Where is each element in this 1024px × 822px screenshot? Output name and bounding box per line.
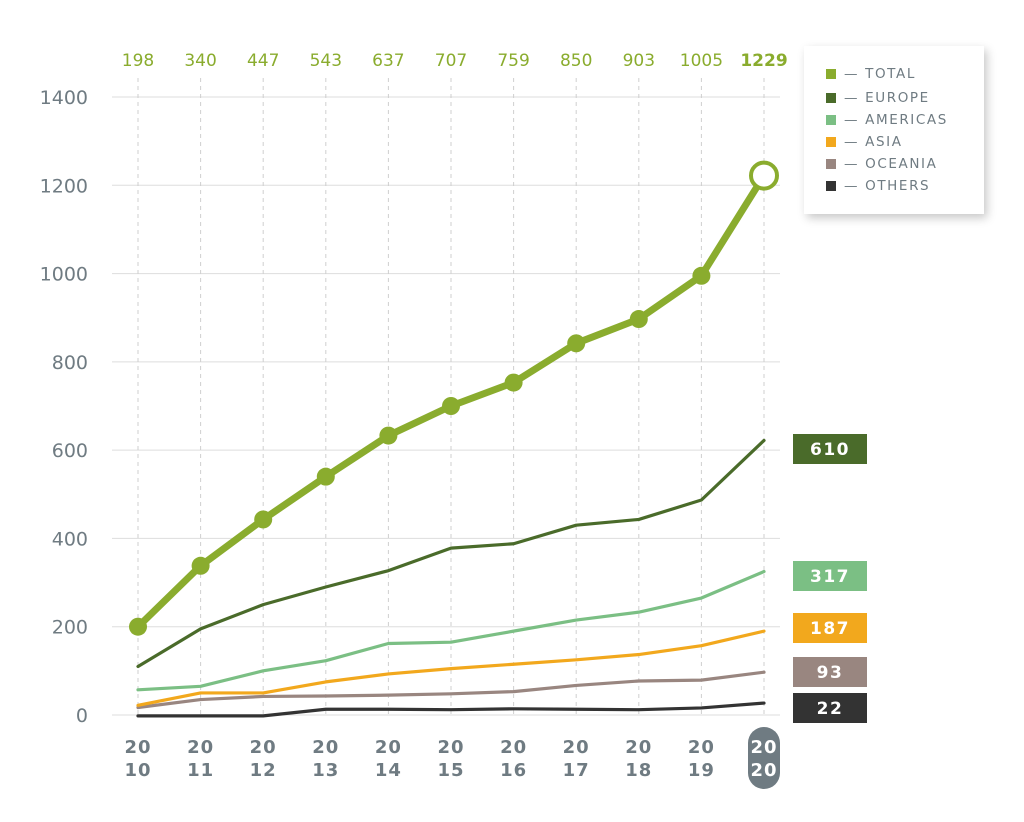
x-tick-label: 12	[250, 760, 277, 781]
y-tick-label: 600	[52, 440, 88, 462]
data-point-total	[749, 160, 779, 191]
y-tick-label: 1400	[40, 87, 88, 109]
end-label-americas: 317	[810, 567, 850, 587]
x-tick-label: 20	[187, 737, 214, 758]
x-tick-label: 15	[437, 760, 464, 781]
series-line-americas	[136, 569, 766, 692]
top-total-label: 340	[184, 51, 216, 71]
x-tick-label: 19	[688, 760, 715, 781]
legend-swatch-europe	[826, 93, 836, 103]
data-point-total	[254, 510, 273, 529]
data-point-total	[504, 373, 523, 392]
x-tick-label: 14	[375, 760, 402, 781]
end-label-box-europe	[793, 434, 867, 464]
x-tick-highlight-pill	[748, 727, 780, 789]
top-total-label: 1005	[680, 51, 723, 71]
legend-swatch-others	[826, 181, 836, 191]
legend-label-total: TOTAL	[865, 66, 916, 82]
legend-dash: —	[844, 66, 860, 82]
x-tick-label: 16	[500, 760, 527, 781]
series-line-europe	[136, 438, 766, 669]
x-tick-label: 13	[312, 760, 339, 781]
x-tick-label: 20	[750, 760, 777, 781]
top-total-label: 1229	[740, 51, 787, 71]
legend-swatch-oceania	[826, 159, 836, 169]
x-tick-label: 20	[124, 737, 151, 758]
x-tick-label: 17	[563, 760, 590, 781]
x-tick-label: 18	[625, 760, 652, 781]
top-total-label: 759	[497, 51, 529, 71]
legend-dash: —	[844, 178, 860, 194]
x-tick-label: 20	[250, 737, 277, 758]
end-label-others: 22	[817, 699, 844, 719]
legend-dash: —	[844, 134, 860, 150]
data-point-total	[129, 617, 147, 636]
y-tick-label: 1000	[40, 264, 88, 286]
y-tick-label: 400	[52, 528, 88, 550]
legend-swatch-asia	[826, 137, 836, 147]
legend-item-total: — TOTAL	[826, 65, 916, 83]
data-point-total	[629, 310, 648, 329]
legend-item-americas: — AMERICAS	[826, 111, 948, 129]
data-point-total	[316, 467, 335, 486]
end-label-oceania: 93	[817, 663, 844, 683]
legend-swatch-americas	[826, 115, 836, 125]
top-total-label: 198	[122, 51, 154, 71]
legend-dash: —	[844, 90, 860, 106]
x-tick-label: 20	[563, 737, 590, 758]
legend-label-europe: EUROPE	[865, 90, 930, 106]
x-tick-label: 20	[437, 737, 464, 758]
end-label-box-oceania	[793, 657, 867, 687]
top-total-label: 707	[435, 51, 467, 71]
data-point-total	[191, 556, 210, 575]
legend-dash: —	[844, 112, 860, 128]
x-tick-label: 11	[187, 760, 214, 781]
y-tick-label: 1200	[40, 175, 88, 197]
data-point-total	[692, 266, 711, 285]
x-tick-label: 20	[688, 737, 715, 758]
end-label-box-others	[793, 693, 867, 723]
x-tick-label: 20	[375, 737, 402, 758]
end-label-asia: 187	[810, 619, 850, 639]
legend-label-asia: ASIA	[865, 134, 903, 150]
legend-item-oceania: — OCEANIA	[826, 155, 937, 173]
data-point-total	[442, 397, 460, 415]
legend-dash: —	[844, 156, 860, 172]
top-total-label: 850	[560, 51, 592, 71]
legend-swatch-total	[826, 69, 836, 79]
top-total-label: 543	[310, 51, 342, 71]
legend-label-americas: AMERICAS	[865, 112, 948, 128]
x-tick-label: 20	[312, 737, 339, 758]
y-tick-label: 0	[76, 705, 88, 727]
legend: — TOTAL — EUROPE — AMERICAS — ASIA — OCE…	[804, 46, 984, 214]
end-label-europe: 610	[810, 440, 850, 460]
series-line-others	[136, 701, 766, 718]
data-point-total	[567, 334, 586, 353]
legend-label-oceania: OCEANIA	[865, 156, 938, 172]
legend-item-others: — OTHERS	[826, 177, 930, 195]
y-tick-label: 200	[52, 617, 88, 639]
top-total-label: 903	[623, 51, 655, 71]
series-line-asia	[136, 629, 766, 707]
y-tick-label: 800	[52, 352, 88, 374]
legend-item-asia: — ASIA	[826, 133, 903, 151]
top-total-label: 447	[247, 51, 279, 71]
series-line-oceania	[136, 670, 766, 710]
end-label-box-asia	[793, 613, 867, 643]
legend-item-europe: — EUROPE	[826, 89, 930, 107]
end-label-box-americas	[793, 561, 867, 591]
x-tick-label: 10	[124, 760, 151, 781]
data-point-total	[379, 426, 398, 445]
legend-label-others: OTHERS	[865, 178, 931, 194]
top-total-label: 637	[372, 51, 404, 71]
x-tick-label: 20	[500, 737, 527, 758]
x-tick-label: 20	[750, 737, 777, 758]
x-tick-label: 20	[625, 737, 652, 758]
